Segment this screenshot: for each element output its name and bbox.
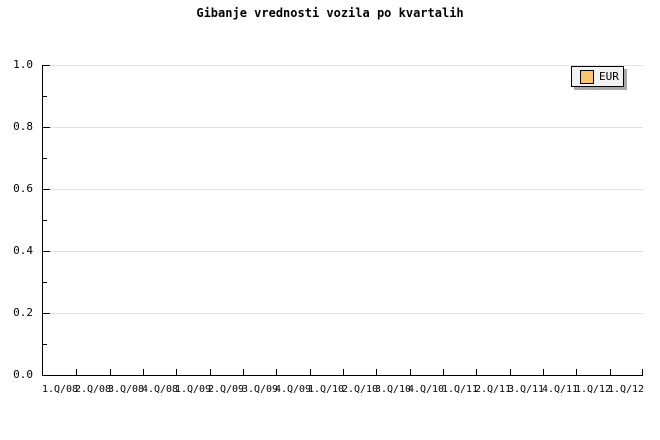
y-tick-label: 0.6 xyxy=(13,182,33,195)
chart-title: Gibanje vrednosti vozila po kvartalih xyxy=(196,6,464,20)
x-tick xyxy=(642,369,643,375)
x-tick-label: 4.Q/09 xyxy=(274,384,312,395)
legend: EUR xyxy=(571,66,624,87)
y-minor-tick xyxy=(43,158,47,159)
x-tick xyxy=(76,369,77,375)
gridline xyxy=(43,313,643,314)
x-tick xyxy=(276,369,277,375)
y-major-tick xyxy=(43,189,50,190)
x-tick-label: 1.Q/09 xyxy=(174,384,212,395)
x-tick xyxy=(143,369,144,375)
x-tick xyxy=(476,369,477,375)
x-tick-label: 3.Q/11 xyxy=(507,384,545,395)
y-major-tick xyxy=(43,251,50,252)
x-tick-label: 2.Q/11 xyxy=(474,384,512,395)
y-tick-label: 0.2 xyxy=(13,306,33,319)
y-minor-tick xyxy=(43,344,47,345)
x-tick-label: 4.Q/11 xyxy=(541,384,579,395)
x-tick xyxy=(310,369,311,375)
gridline xyxy=(43,65,643,66)
x-tick-label: 1.Q/11 xyxy=(441,384,479,395)
y-tick-label: 0.8 xyxy=(13,120,33,133)
x-tick xyxy=(410,369,411,375)
y-major-tick xyxy=(43,313,50,314)
x-tick xyxy=(443,369,444,375)
x-tick-label: 3.Q/10 xyxy=(374,384,412,395)
y-tick-label: 0.0 xyxy=(13,368,33,381)
x-tick-label: 1.Q/12 xyxy=(607,384,645,395)
x-tick-label: 4.Q/10 xyxy=(407,384,445,395)
x-tick xyxy=(243,369,244,375)
x-tick xyxy=(576,369,577,375)
y-tick-label: 0.4 xyxy=(13,244,33,257)
legend-swatch-eur xyxy=(580,69,594,84)
x-tick-label: 1.Q/10 xyxy=(307,384,345,395)
x-tick xyxy=(376,369,377,375)
x-tick-label: 3.Q/09 xyxy=(241,384,279,395)
x-tick xyxy=(543,369,544,375)
y-tick-label: 1.0 xyxy=(13,58,33,71)
y-minor-tick xyxy=(43,220,47,221)
x-tick-label: 3.Q/08 xyxy=(107,384,145,395)
x-tick xyxy=(110,369,111,375)
gridline xyxy=(43,189,643,190)
x-tick-label: 1.Q/08 xyxy=(41,384,79,395)
x-tick-label: 2.Q/10 xyxy=(341,384,379,395)
x-tick xyxy=(610,369,611,375)
plot-area: 0.0 0.2 0.4 0.6 0.8 1.0 1.Q/08 2.Q/08 3.Q/08 4.Q/… xyxy=(13,59,644,395)
x-tick-label: 1.Q/12 xyxy=(574,384,612,395)
y-minor-tick xyxy=(43,282,47,283)
x-tick xyxy=(343,369,344,375)
x-tick xyxy=(210,369,211,375)
x-tick-label: 2.Q/09 xyxy=(207,384,245,395)
gridline xyxy=(43,127,643,128)
x-tick xyxy=(176,369,177,375)
x-tick xyxy=(510,369,511,375)
x-tick-label: 4.Q/08 xyxy=(141,384,179,395)
x-tick-label: 2.Q/08 xyxy=(74,384,112,395)
y-major-tick xyxy=(43,65,50,66)
y-major-tick xyxy=(43,127,50,128)
y-minor-tick xyxy=(43,96,47,97)
legend-label-eur: EUR xyxy=(599,70,619,83)
gridline xyxy=(43,251,643,252)
